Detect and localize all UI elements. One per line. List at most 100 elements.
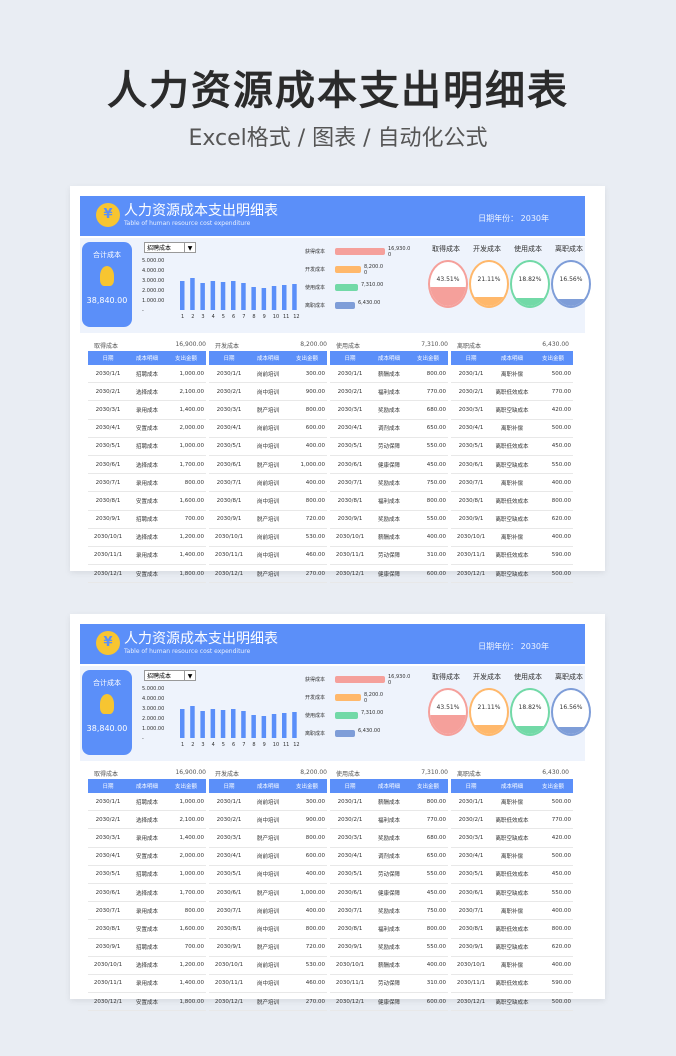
table-row: 2030/1/1 薪酬成本 800.00: [330, 365, 448, 384]
y-tick-label: 5.000.00: [142, 686, 164, 692]
table-cell: 岗前培训: [249, 956, 287, 975]
chevron-down-icon[interactable]: ▼: [184, 243, 195, 253]
table-row: 2030/7/1 录用成本 800.00: [88, 901, 206, 921]
percent-gauge: 43.51%: [428, 688, 468, 736]
table-row: 2030/4/1 安置成本 2,000.00: [88, 419, 206, 438]
table-cell: 680.00: [408, 400, 448, 420]
table-cell: 离职空缺成本: [491, 938, 533, 957]
table-cell: 750.00: [408, 473, 448, 493]
table-cell: 800.00: [408, 793, 448, 812]
table-cell: 2030/7/1: [451, 473, 491, 493]
column-header: 日期: [88, 351, 128, 365]
x-tick-label: 5: [222, 742, 225, 748]
bar-month-1: [180, 281, 185, 310]
table-cell: 2030/12/1: [88, 992, 128, 1012]
table-cell: 脱产培训: [249, 510, 287, 529]
hbar-bar: [335, 712, 358, 719]
column-header: 成本明细: [370, 351, 408, 365]
table-cell: 岗中培训: [249, 865, 287, 884]
table-cell: 离职空缺成本: [491, 828, 533, 848]
table-cell: 调剂成本: [370, 419, 408, 438]
table-cell: 800.00: [408, 365, 448, 384]
table-cell: 2030/5/1: [88, 865, 128, 884]
table-cell: 岗中培训: [249, 810, 287, 830]
cost-type-select[interactable]: 招聘成本 ▼: [144, 242, 196, 253]
column-header: 成本明细: [491, 779, 533, 793]
cost-type-select[interactable]: 招聘成本 ▼: [144, 670, 196, 681]
table-cell: 2030/12/1: [451, 564, 491, 584]
table-row: 2030/7/1 奖励成本 750.00: [330, 473, 448, 493]
bar-month-12: [292, 284, 297, 310]
table-cell: 2030/3/1: [330, 828, 370, 848]
table-cell: 安置成本: [128, 419, 166, 438]
table-row: 2030/12/1 脱产培训 270.00: [209, 992, 327, 1012]
table-cell: 福利成本: [370, 810, 408, 830]
table-cell: 500.00: [533, 992, 573, 1012]
hbar-bar: [335, 284, 358, 291]
table-row: 2030/12/1 安置成本 1,800.00: [88, 564, 206, 584]
table-cell: 2030/2/1: [209, 810, 249, 830]
lightbulb-icon: [100, 266, 114, 286]
table-row: 2030/7/1 录用成本 800.00: [88, 473, 206, 493]
bar-month-8: [251, 715, 256, 738]
table-cell: 2030/3/1: [88, 400, 128, 420]
x-tick-label: 1: [181, 742, 184, 748]
percent-gauge: 21.11%: [469, 260, 509, 308]
gauge-percent: 43.51%: [436, 276, 460, 283]
bar-month-10: [271, 286, 277, 310]
bar-month-8: [251, 287, 256, 310]
table-cell: 2030/11/1: [330, 546, 370, 566]
table-row: 2030/6/1 离职空缺成本 550.00: [451, 883, 573, 903]
table-cell: 脱产培训: [249, 883, 287, 903]
total-cost-value: 38,840.00: [86, 296, 128, 305]
table-cell: 奖励成本: [370, 938, 408, 957]
table-cell: 2030/8/1: [451, 491, 491, 511]
table-cell: 招聘成本: [128, 510, 166, 529]
table-cell: 2030/7/1: [88, 901, 128, 921]
table-row: 2030/7/1 岗前培训 400.00: [209, 473, 327, 493]
section-summary: 取得成本 16,900.00: [94, 341, 206, 350]
table-cell: 300.00: [287, 365, 327, 384]
table-cell: 2030/7/1: [330, 901, 370, 921]
year-label: 日期年份： 2030年: [478, 642, 549, 651]
yen-logo-icon: ¥: [96, 631, 120, 655]
table-row: 2030/8/1 离职低效成本 800.00: [451, 919, 573, 939]
table-row: 2030/5/1 招聘成本 1,000.00: [88, 865, 206, 884]
table-cell: 400.00: [287, 437, 327, 456]
table-cell: 2030/5/1: [330, 437, 370, 456]
column-header: 日期: [209, 779, 249, 793]
bar-month-3: [200, 283, 205, 310]
hbar-value: 7,310.00: [361, 710, 384, 716]
table-cell: 550.00: [533, 455, 573, 475]
chevron-down-icon[interactable]: ▼: [184, 671, 195, 681]
table-cell: 2030/1/1: [330, 365, 370, 384]
table-row: 2030/11/1 岗中培训 460.00: [209, 546, 327, 566]
table-cell: 健康保障: [370, 883, 408, 903]
table-cell: 1,400.00: [166, 828, 206, 848]
table-cell: 270.00: [287, 564, 327, 584]
hbar-value: 8,200.0 0: [364, 692, 384, 704]
hbar-label: 离职成本: [305, 303, 326, 309]
table-cell: 2030/2/1: [451, 810, 491, 830]
table-cell: 550.00: [408, 437, 448, 456]
x-tick-label: 3: [201, 742, 204, 748]
table-cell: 1,200.00: [166, 528, 206, 547]
table-cell: 2030/9/1: [451, 510, 491, 529]
percent-gauge: 43.51%: [428, 260, 468, 308]
table-cell: 600.00: [408, 992, 448, 1012]
table-cell: 400.00: [533, 901, 573, 921]
table-cell: 2030/6/1: [451, 883, 491, 903]
table-row: 2030/7/1 奖励成本 750.00: [330, 901, 448, 921]
column-header: 成本明细: [249, 779, 287, 793]
table-cell: 招聘成本: [128, 938, 166, 957]
gauge-label: 离职成本: [555, 673, 583, 681]
gauge-fill: [512, 725, 548, 734]
table-cell: 590.00: [533, 974, 573, 994]
table-row: 2030/9/1 招聘成本 700.00: [88, 510, 206, 529]
table-cell: 2030/12/1: [88, 564, 128, 584]
gauge-label: 取得成本: [432, 673, 460, 681]
table-cell: 550.00: [408, 865, 448, 884]
table-row: 2030/6/1 选择成本 1,700.00: [88, 883, 206, 903]
table-cell: 2030/4/1: [330, 419, 370, 438]
table-row: 2030/10/1 选择成本 1,200.00: [88, 528, 206, 547]
